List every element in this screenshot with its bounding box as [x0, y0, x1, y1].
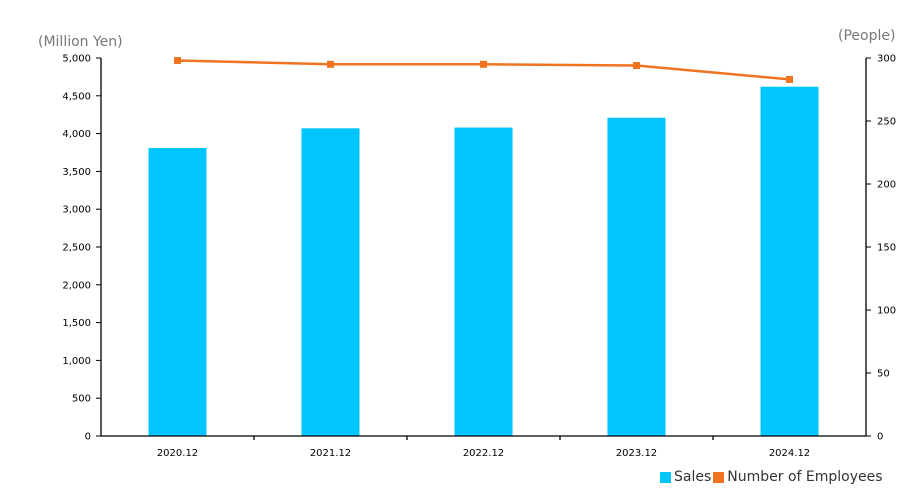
- bar-sales-2020.12: [148, 147, 207, 437]
- left-tick-label: 1,500: [62, 318, 91, 329]
- bar-sales-2021.12: [301, 128, 360, 437]
- left-tick-label: 3,500: [62, 167, 91, 178]
- legend-item-sales: Sales: [660, 469, 711, 485]
- right-tick-label: 200: [877, 180, 896, 191]
- point-employees-2024.12: [786, 75, 793, 83]
- x-tick-label: 2023.12: [616, 448, 657, 459]
- x-tick-label: 2022.12: [463, 448, 504, 459]
- legend-swatch-employees: [713, 471, 725, 483]
- legend-swatch-sales: [660, 471, 671, 483]
- point-employees-2020.12: [174, 57, 181, 65]
- bar-sales-2024.12: [760, 86, 819, 436]
- right-tick-label: 0: [877, 432, 883, 443]
- left-tick-label: 0: [85, 432, 91, 443]
- right-tick-label: 250: [877, 117, 896, 128]
- left-tick-label: 4,000: [62, 129, 91, 140]
- x-tick-label: 2020.12: [157, 448, 198, 459]
- left-tick-label: 3,000: [62, 205, 91, 216]
- right-tick-label: 50: [877, 369, 890, 380]
- x-tick-label: 2024.12: [769, 448, 810, 459]
- bar-sales-2023.12: [607, 117, 666, 436]
- x-tick-label: 2021.12: [310, 448, 351, 459]
- legend-label-employees: Number of Employees: [727, 469, 883, 485]
- point-employees-2023.12: [633, 62, 640, 70]
- right-tick-label: 100: [877, 306, 896, 317]
- left-tick-label: 2,000: [62, 280, 91, 291]
- legend-item-employees: Number of Employees: [713, 469, 883, 485]
- left-tick-label: 4,500: [62, 91, 91, 102]
- left-tick-label: 500: [72, 394, 91, 405]
- left-tick-label: 5,000: [62, 54, 91, 65]
- legend: Sales Number of Employees: [660, 467, 885, 487]
- left-tick-label: 1,000: [62, 356, 91, 367]
- legend-label-sales: Sales: [674, 469, 712, 485]
- right-tick-label: 150: [877, 243, 896, 254]
- left-axis-unit-label: (Million Yen): [38, 34, 123, 50]
- bar-sales-2022.12: [454, 127, 513, 436]
- right-tick-label: 300: [877, 54, 896, 65]
- point-employees-2022.12: [480, 60, 487, 68]
- right-axis-unit-label: (People): [838, 28, 895, 44]
- point-employees-2021.12: [327, 60, 334, 68]
- left-tick-label: 2,500: [62, 243, 91, 254]
